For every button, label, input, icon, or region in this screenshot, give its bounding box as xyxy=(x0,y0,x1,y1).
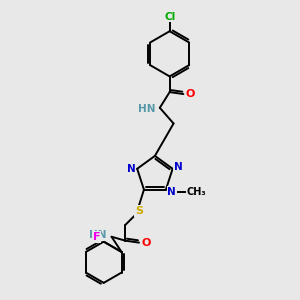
Text: HN: HN xyxy=(138,104,156,114)
Text: Cl: Cl xyxy=(164,11,175,22)
Text: N: N xyxy=(174,162,183,172)
Text: S: S xyxy=(135,206,143,216)
Text: O: O xyxy=(141,238,151,248)
Text: F: F xyxy=(93,232,100,242)
Text: N: N xyxy=(127,164,136,174)
Text: HN: HN xyxy=(89,230,107,240)
Text: CH₃: CH₃ xyxy=(187,187,206,196)
Text: N: N xyxy=(167,187,176,196)
Text: O: O xyxy=(186,89,195,99)
